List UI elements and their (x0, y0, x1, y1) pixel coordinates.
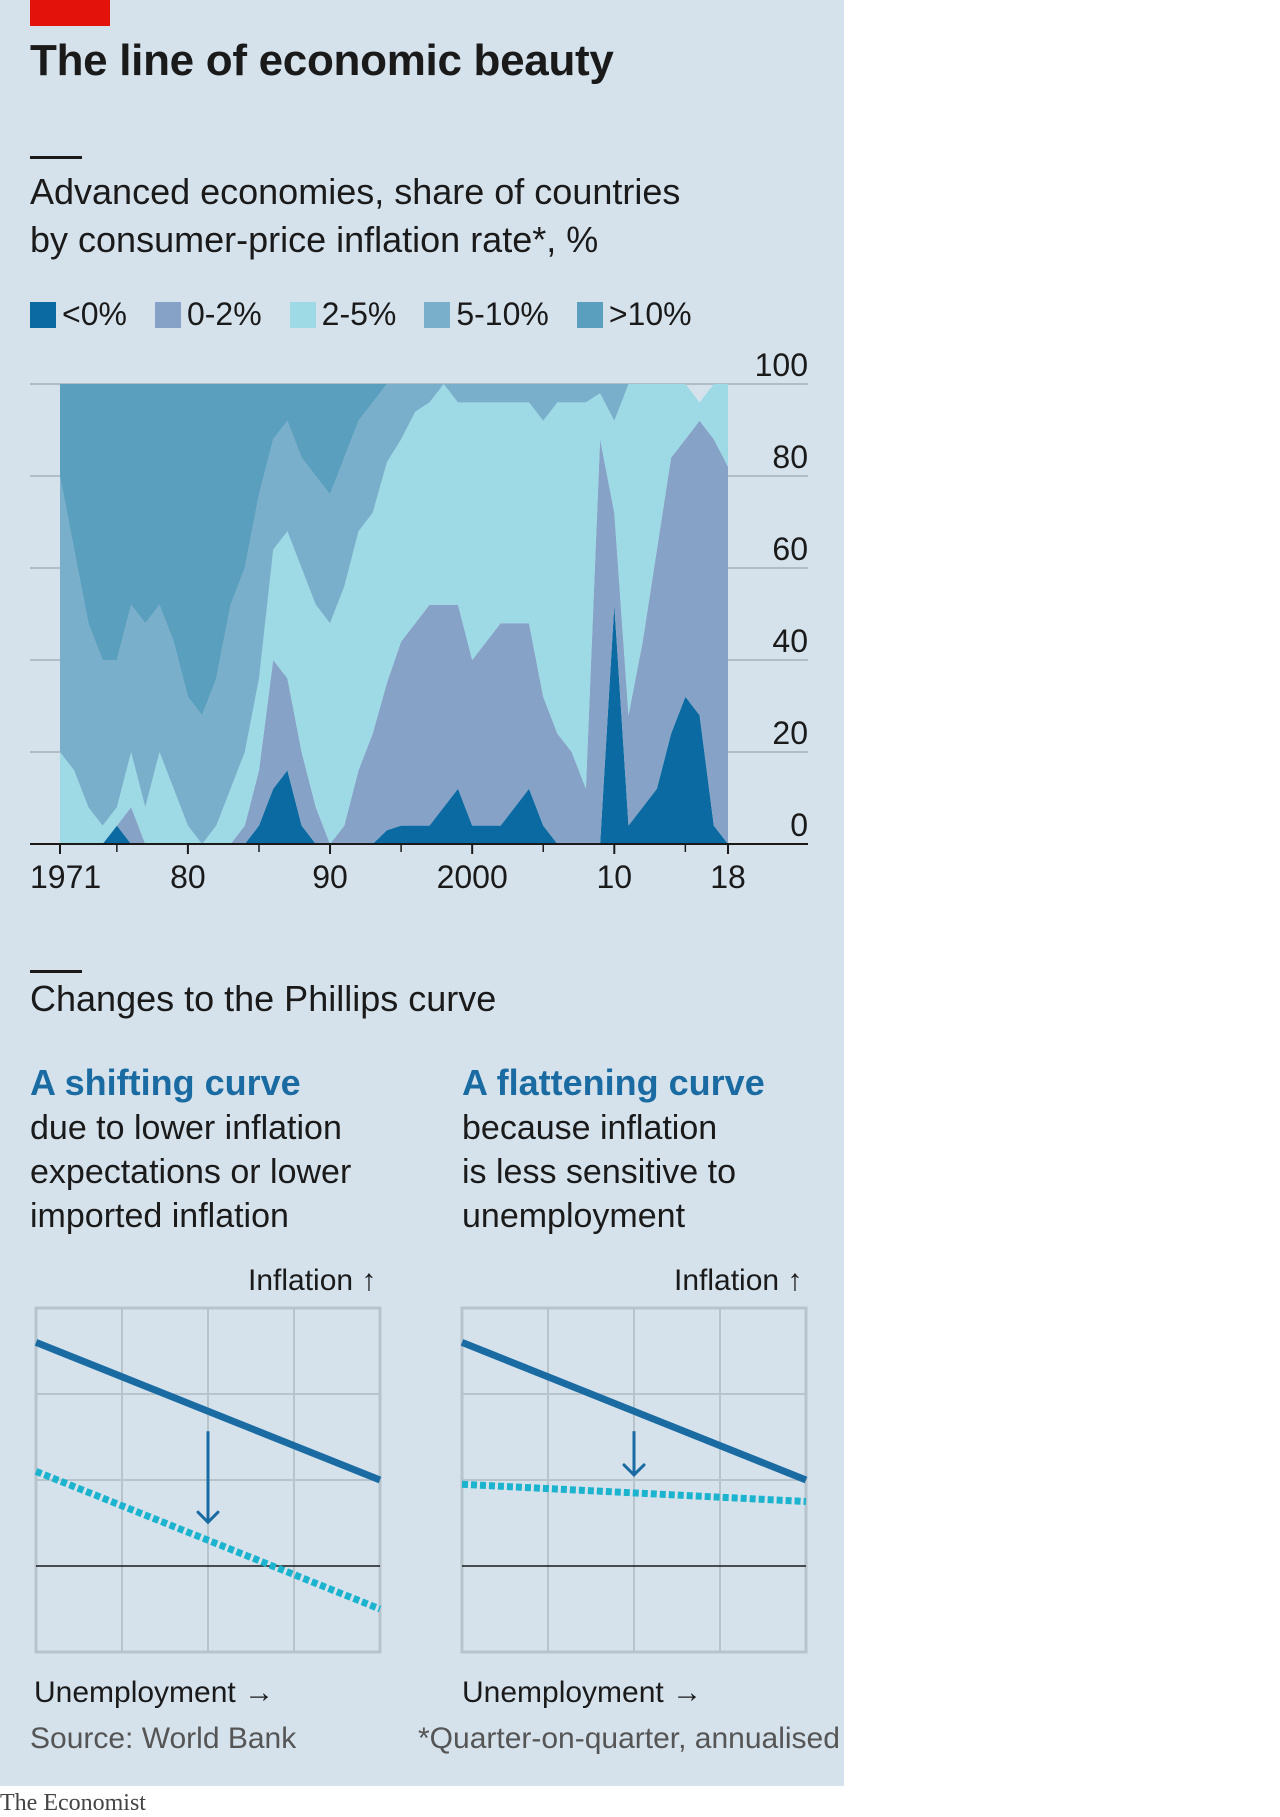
flattening-down-arrow-icon (622, 1431, 646, 1478)
area-chart: 0 20 40 60 80 100 1971 80 90 2000 10 18 (30, 347, 808, 895)
footnote: *Quarter-on-quarter, annualised (418, 1722, 840, 1755)
left-y-axis-label: Inflation ↑ (248, 1264, 377, 1297)
x-tick-label: 18 (710, 859, 746, 895)
legend-item-lt0: <0% (30, 296, 127, 333)
flattening-new-curve (461, 1480, 807, 1505)
brand-red-tag (30, 0, 110, 26)
legend-label-gt10: >10% (608, 296, 692, 332)
shifting-curve-chart (34, 1306, 382, 1654)
left-panel-heading: A shifting curve (30, 1062, 301, 1103)
legend-swatch-gt10 (576, 301, 603, 328)
flattening-original-curve (460, 1339, 808, 1484)
subtitle-line-2: by consumer-price inflation rate*, % (30, 219, 599, 260)
flattening-curve-chart (460, 1306, 808, 1654)
left-desc-line-3: imported inflation (30, 1197, 289, 1235)
legend-label-b0_2: 0-2% (186, 296, 262, 332)
legend-label-b2_5: 2-5% (321, 296, 397, 332)
legend-item-b5_10: 5-10% (424, 296, 549, 333)
x-tick-label: 10 (597, 859, 633, 895)
chart-title: The line of economic beauty (30, 36, 614, 85)
legend: <0% 0-2% 2-5% 5-10% >10% (30, 296, 720, 333)
y-tick-label: 40 (772, 623, 808, 659)
right-desc-line-3: unemployment (462, 1197, 686, 1235)
legend-swatch-b0_2 (154, 301, 181, 328)
left-desc-line-1: due to lower inflation (30, 1109, 342, 1147)
shifting-down-arrow-icon (196, 1431, 220, 1525)
legend-item-gt10: >10% (576, 296, 692, 333)
legend-label-lt0: <0% (62, 296, 127, 332)
area-band-lt0 (60, 604, 728, 844)
legend-item-b2_5: 2-5% (289, 296, 397, 333)
right-desc-line-2: is less sensitive to (462, 1153, 736, 1191)
x-tick-label: 80 (170, 859, 206, 895)
right-x-axis-label: Unemployment → (462, 1676, 703, 1709)
chart-subtitle: Advanced economies, share of countries b… (30, 168, 680, 264)
brand-wordmark: The Economist (0, 1790, 146, 1816)
left-x-axis-label: Unemployment → (34, 1676, 275, 1709)
legend-swatch-b2_5 (289, 301, 316, 328)
area-band-gt10 (60, 384, 728, 716)
shifting-original-curve (34, 1339, 382, 1484)
subtitle-rule (30, 156, 82, 159)
section-title: Changes to the Phillips curve (30, 978, 497, 1019)
subtitle-line-1: Advanced economies, share of countries (30, 171, 681, 212)
y-tick-label: 80 (772, 439, 808, 475)
y-tick-label: 20 (772, 715, 808, 751)
area-band-b0_2 (60, 420, 728, 844)
shifting-new-curve (34, 1468, 382, 1613)
y-tick-label: 100 (755, 347, 808, 383)
x-tick-label: 1971 (30, 859, 101, 895)
chart-panel (0, 0, 844, 1786)
source-note: Source: World Bank (30, 1722, 297, 1755)
y-tick-label: 0 (790, 807, 808, 843)
right-desc-line-1: because inflation (462, 1109, 718, 1147)
legend-swatch-lt0 (30, 301, 56, 328)
area-band-b5_10 (60, 384, 728, 844)
section-rule (30, 970, 82, 973)
right-panel-description: because inflation is less sensitive to u… (462, 1106, 822, 1238)
legend-item-b0_2: 0-2% (154, 296, 262, 333)
y-tick-label: 60 (772, 531, 808, 567)
left-desc-line-2: expectations or lower (30, 1153, 352, 1191)
x-tick-label: 90 (312, 859, 348, 895)
x-tick-label: 2000 (437, 859, 508, 895)
right-panel-heading: A flattening curve (462, 1062, 765, 1103)
legend-swatch-b5_10 (424, 301, 451, 328)
left-panel-description: due to lower inflation expectations or l… (30, 1106, 390, 1238)
legend-label-b5_10: 5-10% (456, 296, 549, 332)
area-band-b2_5 (60, 384, 728, 844)
right-y-axis-label: Inflation ↑ (674, 1264, 803, 1297)
